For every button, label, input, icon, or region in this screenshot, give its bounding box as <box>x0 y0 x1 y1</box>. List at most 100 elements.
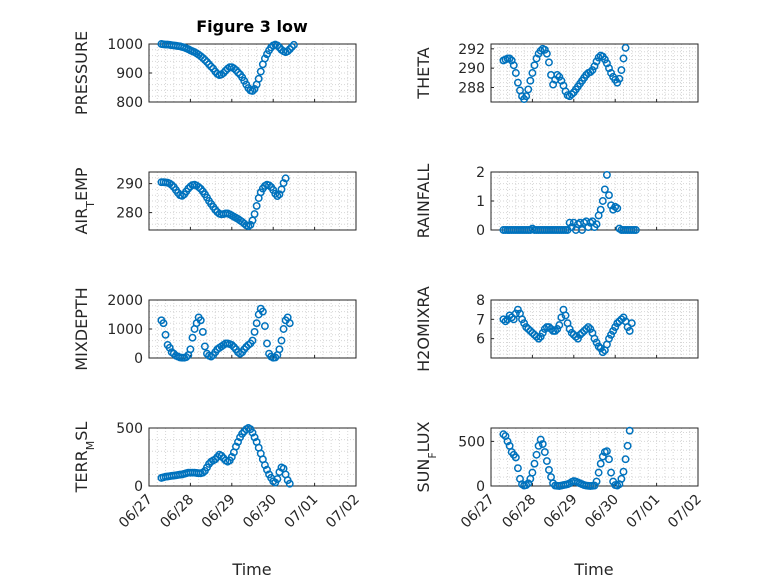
data-point <box>536 46 545 55</box>
data-point <box>584 323 593 332</box>
data-point <box>260 54 269 63</box>
data-point <box>287 42 296 51</box>
data-point <box>200 342 209 351</box>
data-point <box>561 87 570 96</box>
y-tick-label: 2000 <box>107 293 143 309</box>
data-point <box>561 311 570 320</box>
data-point <box>524 325 533 333</box>
data-point <box>511 453 520 462</box>
y-tick-label: 1000 <box>107 322 143 338</box>
data-point <box>592 220 601 229</box>
data-point <box>602 447 611 456</box>
data-point <box>625 426 634 435</box>
x-tick-label: 06/30 <box>240 492 280 532</box>
data-point <box>576 330 584 339</box>
plot-area-air-temp <box>148 171 357 231</box>
data-point <box>571 332 580 341</box>
data-point <box>258 307 267 316</box>
data-point <box>532 450 541 459</box>
data-point <box>619 54 628 63</box>
x-tick-label: 07/01 <box>282 492 322 532</box>
data-point <box>526 76 535 85</box>
y-axis-label-rainfall: RAINFALL <box>414 164 433 239</box>
data-point <box>252 201 261 210</box>
data-point <box>273 475 282 483</box>
data-point <box>594 342 603 351</box>
data-point <box>248 87 257 95</box>
data-point <box>621 455 630 464</box>
y-tick-label: 0 <box>134 479 143 495</box>
data-point <box>590 334 599 343</box>
data-point <box>615 74 624 83</box>
data-point <box>273 41 282 50</box>
data-point <box>507 313 516 322</box>
data-point <box>565 218 574 227</box>
data-point <box>513 78 522 87</box>
data-point <box>503 437 512 446</box>
data-point <box>522 323 531 332</box>
data-point <box>607 69 616 77</box>
data-point <box>196 316 205 325</box>
data-point <box>501 317 510 326</box>
x-tick-label: 06/29 <box>199 492 239 532</box>
data-point <box>619 467 628 476</box>
data-point <box>528 69 537 77</box>
y-tick-label: 6 <box>476 332 485 348</box>
data-point <box>167 181 176 190</box>
data-point <box>279 325 288 333</box>
data-point <box>538 328 547 337</box>
data-point <box>260 322 269 331</box>
data-point <box>194 183 203 192</box>
y-axis-label-pressure: PRESSURE <box>72 31 91 115</box>
data-point <box>248 336 257 345</box>
data-point <box>252 319 261 328</box>
data-point <box>557 313 566 322</box>
data-point <box>265 181 274 190</box>
data-point <box>596 205 605 214</box>
subplot-terr-msl: 0 500 06/27 06/28 06/29 06/30 07/01 07/02 TERRMS… <box>72 421 363 531</box>
data-point <box>586 325 595 333</box>
y-tick-label: 0 <box>476 479 485 495</box>
data-point <box>227 453 236 461</box>
data-point <box>613 319 622 328</box>
data-point <box>277 336 286 345</box>
data-point <box>520 319 529 328</box>
data-point <box>586 68 595 76</box>
data-point <box>509 61 518 70</box>
data-point <box>289 40 298 49</box>
data-point <box>528 468 537 477</box>
x-tick-label: 06/28 <box>499 492 539 532</box>
data-point <box>522 92 531 101</box>
data-point <box>621 43 630 52</box>
data-point <box>528 328 537 337</box>
data-point <box>256 67 265 76</box>
data-point <box>607 201 616 210</box>
data-point <box>526 326 535 335</box>
x-tick-label: 06/29 <box>541 492 581 532</box>
x-tick-label: 06/27 <box>458 492 498 532</box>
data-point <box>283 47 292 56</box>
axes-frame-theta <box>490 43 699 103</box>
y-tick-label: 7 <box>476 312 485 328</box>
data-point <box>279 179 288 187</box>
data-point <box>511 69 520 77</box>
subplot-pressure: 800 900 1000 PRESSURE <box>72 31 357 115</box>
data-point <box>588 66 597 75</box>
y-tick-label: 0 <box>134 351 143 367</box>
data-point <box>275 345 284 354</box>
data-point <box>198 327 207 336</box>
data-point <box>582 325 591 333</box>
data-point <box>524 85 533 94</box>
data-point <box>598 197 607 205</box>
x-tick-label: 06/28 <box>157 492 197 532</box>
data-point <box>499 430 508 439</box>
data-point <box>530 61 539 70</box>
data-point <box>234 437 242 446</box>
data-point <box>186 345 195 354</box>
data-point <box>165 343 174 352</box>
data-point <box>607 330 616 339</box>
data-point <box>623 323 632 332</box>
data-point <box>609 326 618 335</box>
data-point <box>229 64 238 73</box>
